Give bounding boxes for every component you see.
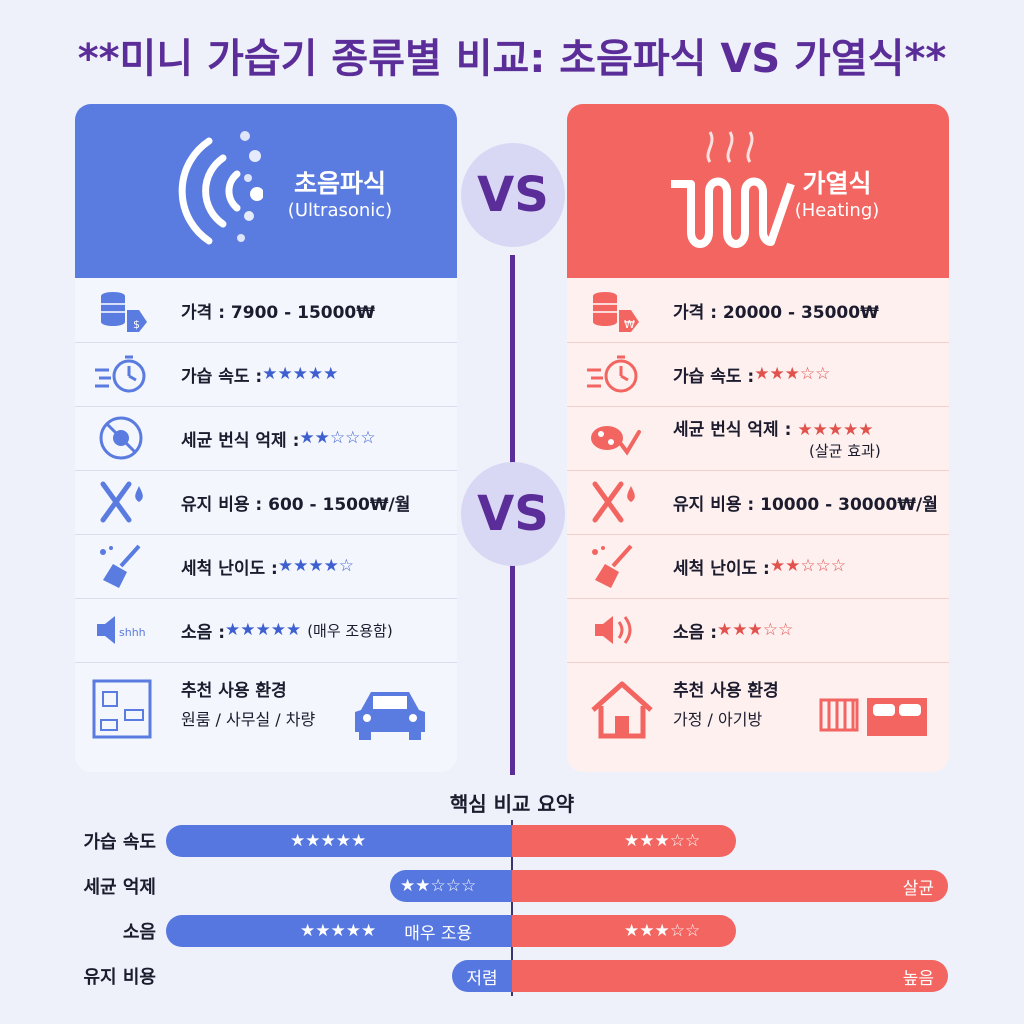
ultrasonic-wave-icon xyxy=(178,131,263,245)
summary-bar-cost-heating: 높음 xyxy=(512,960,948,992)
heating-speed-stars: ★★★☆☆ xyxy=(754,364,831,384)
summary-center-line xyxy=(511,820,513,996)
summary-speed-right-stars: ★★★☆☆ xyxy=(624,831,701,851)
ultrasonic-noise-label: 소음 : xyxy=(181,622,225,643)
heating-speed-row: 가습 속도 : ★★★☆☆ xyxy=(567,342,949,407)
summary-bar-cost-ultrasonic: 저렴 xyxy=(452,960,512,992)
ultrasonic-speed-label: 가습 속도 : xyxy=(181,366,263,387)
heating-noise-stars: ★★★☆☆ xyxy=(717,620,794,640)
summary-cost-left-note: 저렴 xyxy=(466,968,498,989)
summary-speed-left-stars: ★★★★★ xyxy=(290,831,367,851)
heating-noise-label: 소음 : xyxy=(673,622,717,643)
summary-label-cost: 유지 비용 xyxy=(83,967,156,988)
heating-subtitle: (Heating) xyxy=(794,200,880,221)
heating-price-row: ₩ 가격 : 20000 - 35000₩ xyxy=(567,278,949,343)
heating-bacteria-stars: ★★★★★ xyxy=(797,420,874,440)
heating-noise-row: 소음 : ★★★☆☆ xyxy=(567,598,949,663)
page-title: **미니 가습기 종류별 비교: 초음파식 VS 가열식** xyxy=(77,36,947,82)
ultrasonic-noise-note: (매우 조용함) xyxy=(307,621,393,640)
ultrasonic-price-row: $ 가격 : 7900 - 15000₩ xyxy=(75,278,457,343)
heating-coil-icon xyxy=(671,131,795,248)
ultrasonic-header: 초음파식 (Ultrasonic) xyxy=(75,104,457,278)
summary-bacteria-left-stars: ★★☆☆☆ xyxy=(400,876,477,896)
ultrasonic-cleaning-label: 세척 난이도 : xyxy=(181,558,278,579)
tools-icon xyxy=(592,481,635,523)
svg-text:₩: ₩ xyxy=(624,318,635,331)
heating-env-label: 추천 사용 환경 xyxy=(673,681,779,701)
ultrasonic-subtitle: (Ultrasonic) xyxy=(287,200,393,221)
summary-bar-noise-heating: ★★★☆☆ xyxy=(512,915,736,947)
ultrasonic-bacteria-label: 세균 번식 억제 : xyxy=(181,430,300,451)
summary-noise-left-stars: ★★★★★ xyxy=(300,921,377,941)
ultrasonic-env-row: 추천 사용 환경 원룸 / 사무실 / 차량 xyxy=(75,662,457,772)
vs-badge-top: VS xyxy=(461,143,565,247)
summary-bar-speed-ultrasonic: ★★★★★ xyxy=(166,825,512,857)
heating-panel: 가열식 (Heating) ₩ 가격 : 20000 - 35000₩ 가습 속… xyxy=(567,104,949,772)
summary-bacteria-right-note: 살균 xyxy=(902,878,934,899)
coins-price-tag-icon: ₩ xyxy=(593,292,639,332)
ultrasonic-bacteria-row: 세균 번식 억제 : ★★☆☆☆ xyxy=(75,406,457,471)
summary-noise-left-note: 매우 조용 xyxy=(404,923,473,944)
ultrasonic-speed-row: 가습 속도 : ★★★★★ xyxy=(75,342,457,407)
ultrasonic-panel: 초음파식 (Ultrasonic) $ 가격 : 7900 - 15000₩ 가… xyxy=(75,104,457,772)
crib-bed-icon xyxy=(819,698,927,736)
no-bacteria-icon xyxy=(99,416,143,460)
stopwatch-icon xyxy=(587,355,638,393)
bacteria-check-icon xyxy=(591,426,641,456)
ultrasonic-cost-row: 유지 비용 : 600 - 1500₩/월 xyxy=(75,470,457,535)
heating-header: 가열식 (Heating) xyxy=(567,104,949,278)
summary-noise-right-stars: ★★★☆☆ xyxy=(624,921,701,941)
ultrasonic-cleaning-row: 세척 난이도 : ★★★★☆ xyxy=(75,534,457,599)
stopwatch-icon xyxy=(95,355,146,393)
summary-label-noise: 소음 xyxy=(122,922,156,943)
summary-label-speed: 가습 속도 xyxy=(83,832,156,853)
heating-cleaning-row: 세척 난이도 : ★★☆☆☆ xyxy=(567,534,949,599)
speaker-quiet-icon: shhh xyxy=(97,616,146,644)
summary-bar-bacteria-heating: 살균 xyxy=(512,870,948,902)
heating-bacteria-note: (살균 효과) xyxy=(809,442,881,460)
summary-bar-noise-ultrasonic: ★★★★★ 매우 조용 xyxy=(166,915,512,947)
ultrasonic-env-label: 추천 사용 환경 xyxy=(181,681,287,701)
shhh-text: shhh xyxy=(119,626,146,639)
coins-price-tag-icon: $ xyxy=(101,292,147,332)
ultrasonic-cleaning-stars: ★★★★☆ xyxy=(277,556,355,576)
heating-speed-label: 가습 속도 : xyxy=(673,366,755,387)
heating-cost-row: 유지 비용 : 10000 - 30000₩/월 xyxy=(567,470,949,535)
ultrasonic-cost-label: 유지 비용 : 600 - 1500₩/월 xyxy=(181,494,411,515)
heating-name: 가열식 xyxy=(802,169,872,198)
summary-bar-bacteria-ultrasonic: ★★☆☆☆ xyxy=(390,870,512,902)
speaker-loud-icon xyxy=(595,616,632,644)
heating-cleaning-stars: ★★☆☆☆ xyxy=(769,556,847,576)
heating-price-label: 가격 : 20000 - 35000₩ xyxy=(673,302,879,323)
broom-icon xyxy=(100,544,141,588)
heating-cleaning-label: 세척 난이도 : xyxy=(673,558,770,579)
heating-env-row: 추천 사용 환경 가정 / 아기방 xyxy=(567,662,949,772)
office-room-icon xyxy=(92,679,152,739)
heating-bacteria-row: 세균 번식 억제 : ★★★★★ (살균 효과) xyxy=(567,406,949,471)
car-icon xyxy=(355,692,425,740)
broom-icon xyxy=(592,544,633,588)
ultrasonic-noise-row: shhh 소음 : ★★★★★ (매우 조용함) xyxy=(75,598,457,663)
heating-env-note: 가정 / 아기방 xyxy=(673,710,763,729)
ultrasonic-env-note: 원룸 / 사무실 / 차량 xyxy=(181,710,316,729)
ultrasonic-price-label: 가격 : 7900 - 15000₩ xyxy=(181,302,376,323)
summary-label-bacteria: 세균 억제 xyxy=(83,877,156,898)
heating-cost-label: 유지 비용 : 10000 - 30000₩/월 xyxy=(673,494,938,515)
tools-icon xyxy=(100,481,143,523)
ultrasonic-noise-stars: ★★★★★ xyxy=(225,620,302,640)
ultrasonic-speed-stars: ★★★★★ xyxy=(262,364,339,384)
summary-cost-right-note: 높음 xyxy=(902,968,934,989)
vs-badge-middle: VS xyxy=(461,462,565,566)
heating-bacteria-label: 세균 번식 억제 : xyxy=(673,420,798,440)
ultrasonic-bacteria-stars: ★★☆☆☆ xyxy=(299,428,376,448)
summary-bar-speed-heating: ★★★☆☆ xyxy=(512,825,736,857)
summary-title: 핵심 비교 요약 xyxy=(449,792,575,816)
house-icon xyxy=(591,681,653,739)
ultrasonic-name: 초음파식 xyxy=(293,169,386,198)
svg-text:$: $ xyxy=(133,318,140,331)
